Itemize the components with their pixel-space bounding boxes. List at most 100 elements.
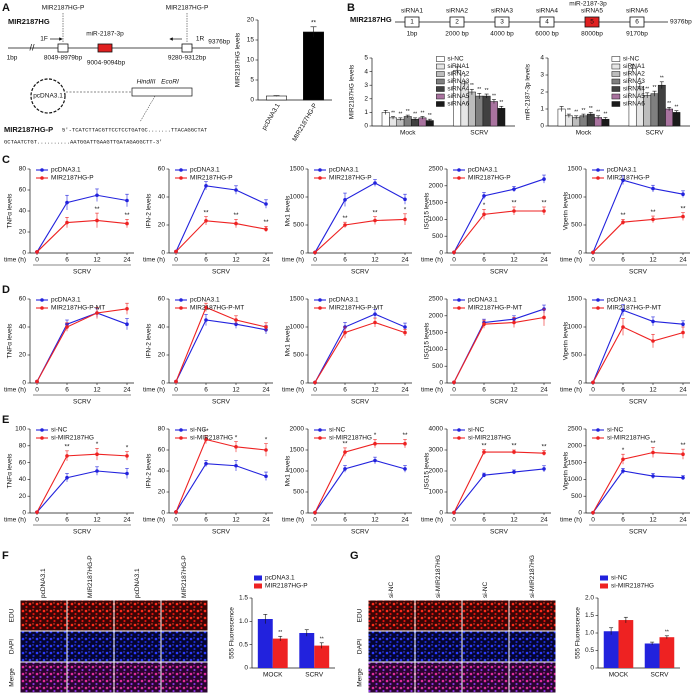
x-tick-label: 0: [591, 257, 595, 264]
marker: [512, 470, 516, 474]
y-axis-label: MIR2187HG levels: [349, 64, 356, 119]
y-tick-label: 40: [19, 324, 27, 331]
legend-marker: [40, 436, 44, 440]
bar: [672, 112, 681, 127]
legend-marker: [457, 306, 461, 310]
y-axis-label: TNFα levels: [7, 193, 14, 229]
y-tick-label: 0: [439, 250, 443, 257]
legend-swatch: [254, 575, 262, 581]
y-tick-label: 1500: [290, 447, 305, 454]
significance: **: [620, 212, 626, 219]
series-line: [453, 178, 545, 253]
time-label: time (h): [282, 257, 304, 264]
column-label: MIR2187HG-P: [87, 555, 94, 598]
legend-swatch: [436, 86, 445, 92]
bar: [257, 619, 273, 668]
y-tick-label: 2500: [429, 166, 444, 173]
series-line: [592, 326, 684, 383]
y-tick-label: 500: [432, 363, 443, 370]
legend-marker: [457, 176, 461, 180]
legend-swatch: [436, 71, 445, 77]
y-tick-label: 0.5: [585, 647, 594, 654]
y-axis-label: 555 Fluorescence: [229, 607, 236, 659]
marker: [452, 250, 456, 255]
significance: **: [398, 112, 402, 118]
row-label: DAPI: [357, 639, 364, 654]
legend-swatch: [611, 71, 621, 77]
time-label: time (h): [421, 517, 443, 524]
sirna-label: siRNA3: [491, 8, 513, 15]
x-tick-label: 12: [649, 387, 657, 394]
y-tick-label: 15: [247, 37, 255, 44]
y-tick-label: 0: [364, 123, 368, 130]
bar: [299, 633, 315, 668]
marker: [621, 220, 625, 224]
significance: **: [680, 205, 686, 212]
y-tick-label: 60: [19, 296, 27, 303]
legend-label: MIR2187HG-P-MT: [468, 305, 522, 312]
series-line: [175, 185, 267, 252]
bar: [403, 116, 412, 127]
x-tick-label: 24: [540, 387, 548, 394]
legend-marker: [40, 428, 44, 432]
y-tick-label: 0: [250, 97, 254, 104]
y-tick-label: 80: [19, 166, 27, 173]
series-line: [592, 309, 684, 383]
marker: [95, 311, 99, 315]
significance: **: [499, 100, 503, 106]
y-axis-label: ISG15 levels: [424, 322, 431, 360]
legend-label: pcDNA3.1: [607, 297, 637, 304]
marker: [621, 178, 625, 182]
series-line: [175, 306, 267, 382]
y-tick-label: 40: [19, 476, 27, 483]
x-tick-label: pcDNA3.1: [261, 102, 282, 131]
legend-label: siRNA3: [447, 78, 469, 85]
legend-label: MIR2187HG-P: [329, 175, 372, 182]
bar: [659, 637, 675, 668]
marker: [313, 510, 317, 515]
significance: *: [404, 207, 407, 214]
marker: [35, 379, 39, 384]
marker: [204, 461, 208, 466]
vector: pcDNA3.1: [33, 93, 63, 100]
significance: *: [483, 202, 486, 209]
y-tick-label: 1000: [568, 476, 583, 483]
significance: *: [96, 441, 99, 448]
exon: [181, 43, 193, 53]
bar: [314, 645, 330, 668]
y-tick-label: 60: [19, 187, 27, 194]
y-tick-label: 500: [571, 352, 582, 359]
legend-label: siRNA6: [447, 101, 469, 108]
marker: [512, 187, 516, 191]
significance: **: [470, 83, 474, 89]
y-tick-label: 80: [158, 426, 166, 433]
panel-label: C: [2, 154, 10, 166]
label: MIR2187HG-P: [166, 5, 209, 12]
micrograph: [368, 631, 415, 662]
series-line: [175, 438, 267, 513]
y-axis-label: Viperin levels: [563, 321, 570, 360]
significance: **: [541, 200, 547, 207]
time-label: time (h): [560, 517, 582, 524]
significance: **: [402, 432, 408, 439]
y-tick-label: 1.5: [585, 612, 594, 619]
y-tick-label: 500: [293, 222, 304, 229]
significance: **: [589, 106, 593, 112]
legend-label: si-NC: [329, 427, 346, 434]
significance: *: [464, 75, 466, 81]
marker: [373, 320, 377, 325]
site: HindIII: [137, 79, 156, 86]
insert-name: MIR2187HG-P: [4, 125, 53, 134]
legend-swatch: [611, 101, 621, 107]
column-label: si-MIR2187HG: [435, 555, 442, 598]
legend-label: siRNA3: [623, 78, 645, 85]
x-tick-label: 12: [93, 257, 101, 264]
exon: [629, 16, 645, 28]
x-tick-label: Mock: [400, 130, 416, 137]
time-label: time (h): [560, 257, 582, 264]
marker: [174, 379, 178, 384]
legend-marker: [318, 176, 322, 180]
marker: [681, 214, 685, 219]
y-tick-label: 2000: [568, 443, 583, 450]
y-tick-label: 0.5: [239, 641, 248, 648]
